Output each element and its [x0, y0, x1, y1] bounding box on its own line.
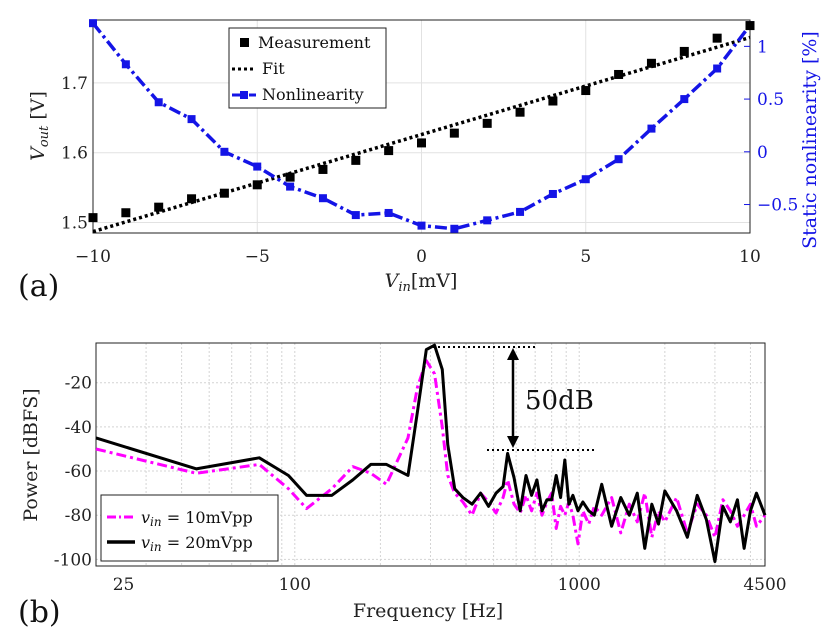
nonlinearity-series [89, 19, 754, 233]
panel-b-frame [95, 342, 766, 567]
nonlinearity-point [483, 216, 492, 225]
measurement-point [646, 58, 656, 68]
y-tick-label: -40 [65, 418, 92, 438]
legend-vin10-label: vin = 10mVpp [141, 508, 253, 529]
y-tick-label: -80 [65, 506, 92, 526]
y-tick-label: 1.5 [61, 214, 88, 234]
panel-a-label: (a) [18, 269, 59, 304]
measurement-point [515, 107, 525, 117]
y-tick-label: -20 [65, 374, 92, 394]
panel-a-frame [92, 19, 751, 234]
panel-a: −10 −5 0 5 10 1.5 1.6 1.7 −0.5 0 0.5 1 Vin[mV] Vo… [18, 19, 821, 304]
y2-tick-label: 0.5 [757, 90, 784, 110]
nonlinearity-point [286, 182, 295, 191]
panel-a-y2-ticks: −0.5 0 0.5 1 [744, 37, 798, 216]
x-tick-label: 10 [739, 247, 761, 267]
panel-a-x-ticks: −10 −5 0 5 10 [75, 247, 761, 267]
vin-20mvpp-line [95, 343, 767, 564]
panel-b-legend: vin = 10mVpp vin = 20mVpp [100, 494, 279, 562]
panel-b-legend-box [100, 494, 279, 562]
measurement-point [679, 46, 689, 56]
y2-tick-label: 1 [757, 37, 768, 57]
x-tick-label: −5 [245, 247, 270, 267]
measurement-point [252, 180, 262, 190]
y2-tick-label: −0.5 [757, 196, 798, 216]
legend-vin20-label: vin = 20mVpp [141, 533, 253, 554]
panel-a-y-axis-label: Vout [V] [27, 91, 52, 161]
measurement-point [187, 194, 197, 204]
measurement-series [88, 21, 755, 223]
nonlinearity-point [187, 115, 196, 124]
nonlinearity-point [516, 207, 525, 216]
fit-line [92, 35, 751, 234]
annotation-arrow-head-bottom [507, 436, 519, 448]
legend-nonlinearity-label: Nonlinearity [262, 85, 364, 104]
dynamic-range-annotation: 50dB [433, 346, 595, 451]
legend-measurement-label: Measurement [258, 33, 371, 52]
nonlinearity-point [713, 64, 722, 73]
x-tick-label: 25 [113, 575, 135, 595]
panel-a-x-axis-label: Vin[mV] [385, 270, 458, 295]
nonlinearity-point [351, 211, 360, 220]
x-tick-label: −10 [75, 247, 111, 267]
nonlinearity-point [417, 221, 426, 230]
x-tick-label: 1000 [558, 575, 601, 595]
measurement-point [121, 208, 131, 218]
y-tick-label: 1.6 [61, 144, 88, 164]
nonlinearity-point [548, 189, 557, 198]
vin-20mvpp-series [95, 343, 767, 564]
measurement-point [351, 155, 361, 165]
measurement-point [219, 188, 229, 198]
nonlinearity-point [647, 124, 656, 133]
measurement-point [745, 21, 755, 31]
panel-b: 25 100 1000 4500 -20 -40 -60 -80 -100 50dB Freq… [18, 342, 787, 630]
measurement-point [417, 138, 426, 148]
nonlinearity-point [680, 95, 689, 104]
nonlinearity-point [253, 162, 262, 171]
measurement-point [449, 128, 459, 138]
y-tick-label: -60 [65, 462, 92, 482]
nonlinearity-point [450, 224, 459, 233]
panel-a-y-ticks: 1.5 1.6 1.7 [61, 74, 88, 234]
annotation-arrow-head-top [507, 348, 519, 360]
panel-a-legend: Measurement Fit Nonlinearity [228, 27, 387, 109]
y-tick-label: 1.7 [61, 74, 88, 94]
x-tick-label: 4500 [743, 575, 786, 595]
x-tick-label: 5 [580, 247, 591, 267]
legend-nonlinearity-marker [240, 91, 248, 99]
measurement-point [154, 202, 164, 212]
nonlinearity-point [154, 98, 163, 107]
panel-b-x-ticks: 25 100 1000 4500 [113, 575, 787, 595]
x-tick-label: 0 [416, 247, 427, 267]
measurement-point [482, 118, 492, 128]
nonlinearity-point [581, 175, 590, 184]
measurement-point [88, 213, 98, 223]
measurement-point [318, 164, 328, 174]
annotation-50db-label: 50dB [525, 386, 594, 416]
x-tick-label: 100 [279, 575, 311, 595]
nonlinearity-point [318, 194, 327, 203]
nonlinearity-point [121, 60, 130, 69]
measurement-point [614, 69, 624, 79]
legend-measurement-marker [240, 38, 249, 47]
panel-b-y-axis-label: Power [dBFS] [20, 388, 42, 521]
measurement-point [712, 33, 722, 43]
panel-a-y2-axis-label: Static nonlinearity [%] [799, 31, 821, 249]
nonlinearity-point [220, 147, 229, 156]
panel-b-label: (b) [18, 595, 61, 630]
panel-b-x-axis-label: Frequency [Hz] [353, 600, 503, 622]
fit-series [92, 35, 751, 234]
measurement-point [548, 96, 558, 106]
panel-b-y-ticks: -20 -40 -60 -80 -100 [54, 374, 92, 571]
legend-fit-label: Fit [262, 59, 285, 78]
measurement-point [285, 172, 295, 182]
nonlinearity-point [614, 155, 623, 164]
y-tick-label: -100 [54, 550, 92, 570]
measurement-point [581, 86, 591, 96]
nonlinearity-point [384, 208, 393, 217]
y2-tick-label: 0 [757, 143, 768, 163]
measurement-point [384, 146, 394, 156]
nonlinearity-point [89, 19, 97, 28]
